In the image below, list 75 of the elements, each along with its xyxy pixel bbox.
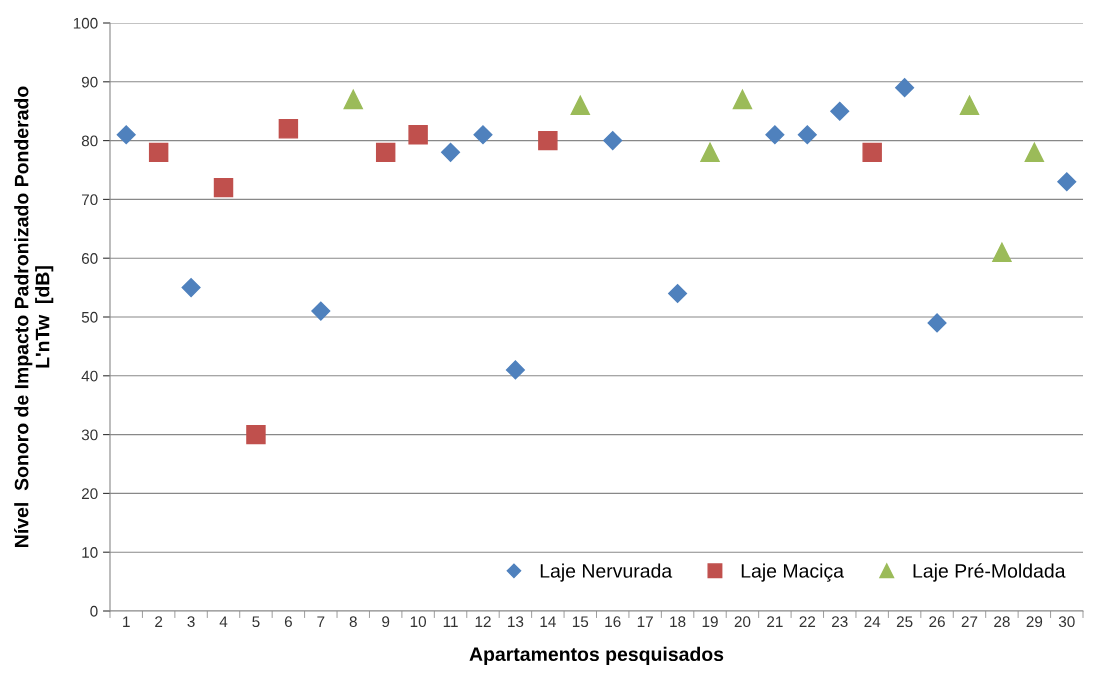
x-tick-label: 7 [317, 616, 325, 627]
x-tick-label: 12 [475, 616, 491, 627]
x-tick-label: 20 [734, 616, 751, 628]
y-tick-label: 50 [81, 311, 98, 323]
x-tick-label: 1 [123, 616, 130, 627]
legend-label: Laje Pré-Moldada [913, 563, 1066, 582]
x-tick-label: 10 [410, 616, 427, 628]
point [927, 313, 947, 333]
y-tick-label: 80 [81, 135, 98, 147]
x-tick-label: 2 [155, 616, 163, 627]
x-tick-label: 18 [670, 616, 686, 628]
x-tick-label: 29 [1026, 616, 1043, 628]
y-tick-label: 30 [81, 429, 98, 441]
point [181, 278, 201, 298]
y-axis-title: Nível Sonoro de Impacto Padronizado Ponderado L'nTw [dB] [14, 86, 54, 547]
x-tick-label: 22 [799, 616, 816, 627]
point [895, 78, 915, 98]
y-tick-label: 90 [81, 76, 98, 88]
x-axis-title: Apartamentos pesquisados [469, 646, 724, 665]
x-tick-label: 9 [382, 616, 390, 628]
point [1024, 142, 1045, 163]
point [765, 125, 785, 145]
point [408, 124, 428, 145]
x-tick-label: 24 [864, 616, 881, 627]
legend-label: Laje Maciça [741, 563, 844, 582]
point [473, 125, 493, 145]
point [311, 301, 331, 321]
x-tick-label: 21 [767, 616, 783, 627]
y-tick-label: 60 [81, 253, 98, 264]
y-tick-label: 40 [81, 370, 98, 382]
x-tick-label: 27 [961, 616, 978, 627]
point [1057, 172, 1077, 192]
point [830, 101, 850, 121]
x-tick-label: 14 [540, 616, 556, 627]
y-tick-label: 70 [81, 194, 98, 206]
point [246, 424, 266, 445]
x-tick-label: 6 [284, 616, 292, 628]
x-tick-label: 11 [443, 616, 458, 627]
x-tick-label: 5 [252, 616, 260, 628]
point [700, 142, 720, 163]
point [797, 125, 817, 145]
point [213, 177, 234, 198]
point [959, 95, 980, 116]
point [375, 142, 396, 163]
point [148, 142, 169, 163]
point [343, 89, 363, 110]
point [992, 242, 1012, 263]
x-tick-label: 30 [1058, 616, 1075, 628]
point [570, 95, 591, 116]
point [668, 283, 688, 304]
y-tick-label: 100 [73, 17, 98, 29]
y-tick-label: 10 [82, 547, 98, 558]
point [862, 142, 882, 163]
y-tick-label: 20 [81, 488, 98, 500]
legend-label: Laje Nervurada [540, 563, 673, 582]
point [441, 142, 461, 162]
x-tick-label: 26 [929, 616, 945, 628]
point [603, 131, 623, 151]
x-tick-label: 19 [702, 616, 718, 628]
point [505, 360, 525, 380]
y-tick-label: 0 [90, 605, 98, 617]
x-tick-label: 4 [219, 616, 228, 627]
x-tick-label: 16 [605, 616, 621, 628]
x-tick-label: 25 [896, 616, 913, 628]
x-tick-label: 15 [572, 616, 589, 628]
x-tick-label: 28 [994, 616, 1010, 628]
x-tick-label: 17 [637, 616, 653, 627]
x-tick-label: 3 [187, 616, 195, 628]
x-tick-label: 8 [349, 616, 357, 628]
point [278, 119, 299, 139]
point [538, 130, 558, 151]
point [116, 125, 136, 145]
x-tick-label: 23 [832, 616, 848, 628]
x-tick-label: 13 [508, 616, 524, 628]
point [732, 89, 753, 110]
